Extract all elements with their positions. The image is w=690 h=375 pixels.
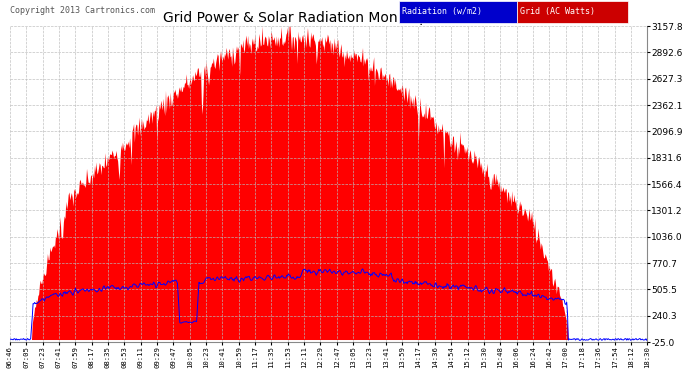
Text: Copyright 2013 Cartronics.com: Copyright 2013 Cartronics.com — [10, 6, 155, 15]
Text: Grid (AC Watts): Grid (AC Watts) — [520, 8, 595, 16]
FancyBboxPatch shape — [517, 1, 628, 23]
FancyBboxPatch shape — [399, 1, 517, 23]
Text: Radiation (w/m2): Radiation (w/m2) — [402, 8, 482, 16]
Title: Grid Power & Solar Radiation Mon Sep 30 18:40: Grid Power & Solar Radiation Mon Sep 30 … — [163, 11, 494, 25]
